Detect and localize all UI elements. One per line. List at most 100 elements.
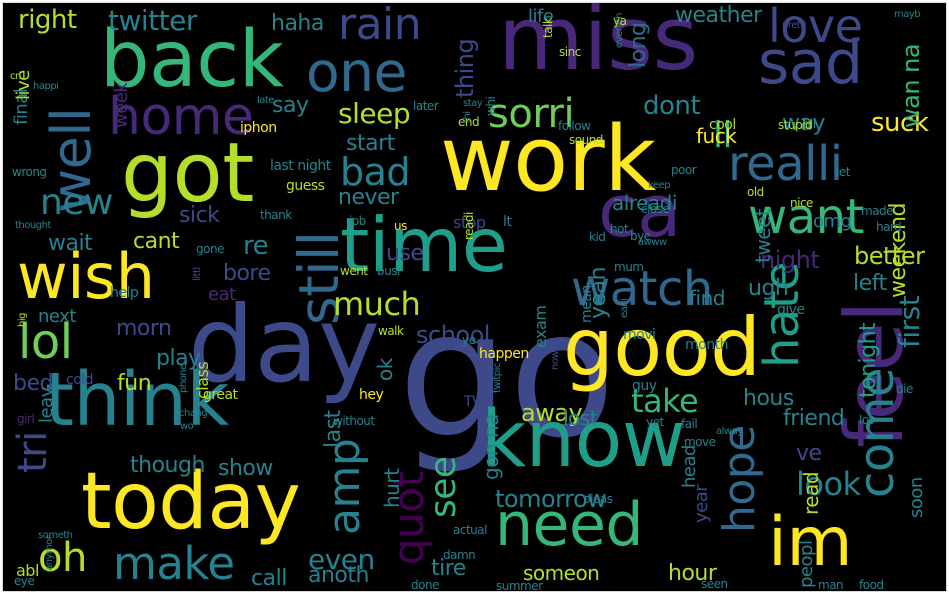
word-re: re — [243, 231, 269, 261]
word-ve: ve — [796, 441, 822, 466]
word-pleas: pleas — [583, 492, 613, 506]
word-yet: yet — [646, 415, 664, 429]
word-sorri: sorri — [488, 91, 575, 137]
word-bore: bore — [223, 261, 271, 286]
word-done: done — [411, 578, 439, 592]
word-twitter: twitter — [108, 4, 197, 37]
word-wan-na: wan na — [897, 43, 925, 128]
word-iphon: iphon — [240, 120, 277, 136]
word-amp: amp — [319, 438, 370, 535]
word-made: made — [861, 204, 894, 218]
word-guess: guess — [286, 178, 325, 194]
word-move: move — [684, 435, 716, 449]
word-much: much — [333, 285, 421, 323]
word-right: right — [18, 5, 77, 35]
word-close: close — [641, 202, 670, 216]
word-thought: thought — [15, 220, 51, 231]
word-without: without — [333, 414, 375, 428]
word-cool: cool — [709, 117, 736, 133]
word-fail: fail — [681, 417, 698, 431]
word-thi: thi — [462, 111, 473, 123]
word-poor: poor — [671, 163, 697, 177]
word-food: food — [859, 578, 884, 592]
word-fun: fun — [117, 371, 152, 396]
word-abl: abl — [16, 561, 39, 580]
word-kid: kid — [589, 230, 606, 244]
word-mum: mum — [614, 260, 644, 274]
word-school: school — [416, 321, 490, 349]
word-anoth: anoth — [308, 563, 369, 588]
word-nice: nice — [790, 196, 813, 210]
word-chang: chang — [179, 408, 208, 419]
word-cant: cant — [133, 229, 180, 254]
word-tv: TV — [464, 394, 482, 410]
word-old: old — [747, 185, 764, 199]
word-sad: sad — [758, 28, 863, 98]
word-bed: bed — [13, 371, 53, 396]
word-thing: thing — [451, 38, 479, 98]
word-man: man — [818, 578, 844, 592]
word-us: us — [394, 219, 407, 233]
word-someth: someth — [38, 530, 73, 541]
word-sinc: sinc — [559, 45, 581, 59]
word-mean: mean — [579, 285, 595, 323]
word-ugh: ugh — [748, 276, 789, 301]
word-big: big — [17, 313, 28, 327]
word-die: die — [896, 382, 913, 396]
word-read: read — [799, 471, 823, 515]
word-awww: awww — [638, 237, 667, 248]
word-better: better — [854, 242, 925, 270]
word-damn: damn — [443, 548, 476, 562]
word-hot: hot — [610, 222, 629, 236]
word-realli: realli — [728, 136, 843, 192]
word-phone: phone — [178, 364, 189, 393]
word-today: today — [81, 457, 301, 547]
word-give: give — [777, 302, 805, 318]
word-help: help — [110, 285, 139, 301]
word-watch: watch — [571, 261, 713, 317]
word-start: start — [346, 131, 395, 156]
word-gon-na: gon na — [479, 414, 503, 480]
word-morn: morn — [116, 316, 172, 341]
word-late: late — [257, 95, 274, 106]
word-peopl: peopl — [796, 540, 817, 588]
word-readi: readi — [462, 212, 476, 240]
word-show: show — [218, 456, 273, 481]
word-ca: ca — [598, 169, 681, 253]
word-tri: tri — [10, 431, 56, 473]
word-soon: soon — [906, 477, 927, 518]
word-end: end — [458, 115, 480, 129]
word-lt: lt — [503, 214, 512, 230]
word-twitpic: twitpic — [492, 363, 503, 393]
word-go: go — [398, 274, 616, 477]
word-im: im — [768, 503, 853, 582]
word-job: job — [349, 214, 366, 228]
word-good: good — [563, 301, 761, 394]
word-summer: summer — [496, 579, 543, 592]
word-head: head — [679, 445, 700, 488]
word-lol: lol — [18, 314, 73, 370]
word-class: class — [193, 361, 212, 399]
word-hard: hard — [876, 220, 902, 234]
word-long: long — [626, 22, 651, 68]
word-later: later — [413, 99, 439, 113]
word-till: till — [803, 117, 816, 131]
word-now: now — [550, 350, 561, 370]
word-actual: actual — [453, 523, 487, 537]
word-bye: bye — [630, 229, 651, 243]
word-whi: whi — [484, 96, 498, 116]
word-weather: weather — [675, 3, 762, 28]
word-friend: friend — [783, 406, 845, 431]
word-year: year — [691, 484, 712, 523]
word-even: even — [308, 543, 375, 576]
word-keep: keep — [648, 180, 671, 191]
word-wait: wait — [48, 231, 93, 256]
word-gone: gone — [196, 242, 224, 256]
word-month: month — [685, 337, 728, 353]
word-though: though — [130, 453, 205, 478]
word-littl: littl — [192, 267, 203, 281]
word-wrong: wrong — [12, 165, 47, 179]
word-lot: lot — [859, 413, 873, 427]
word-hurt: hurt — [380, 468, 404, 508]
word-haha: haha — [271, 11, 324, 36]
